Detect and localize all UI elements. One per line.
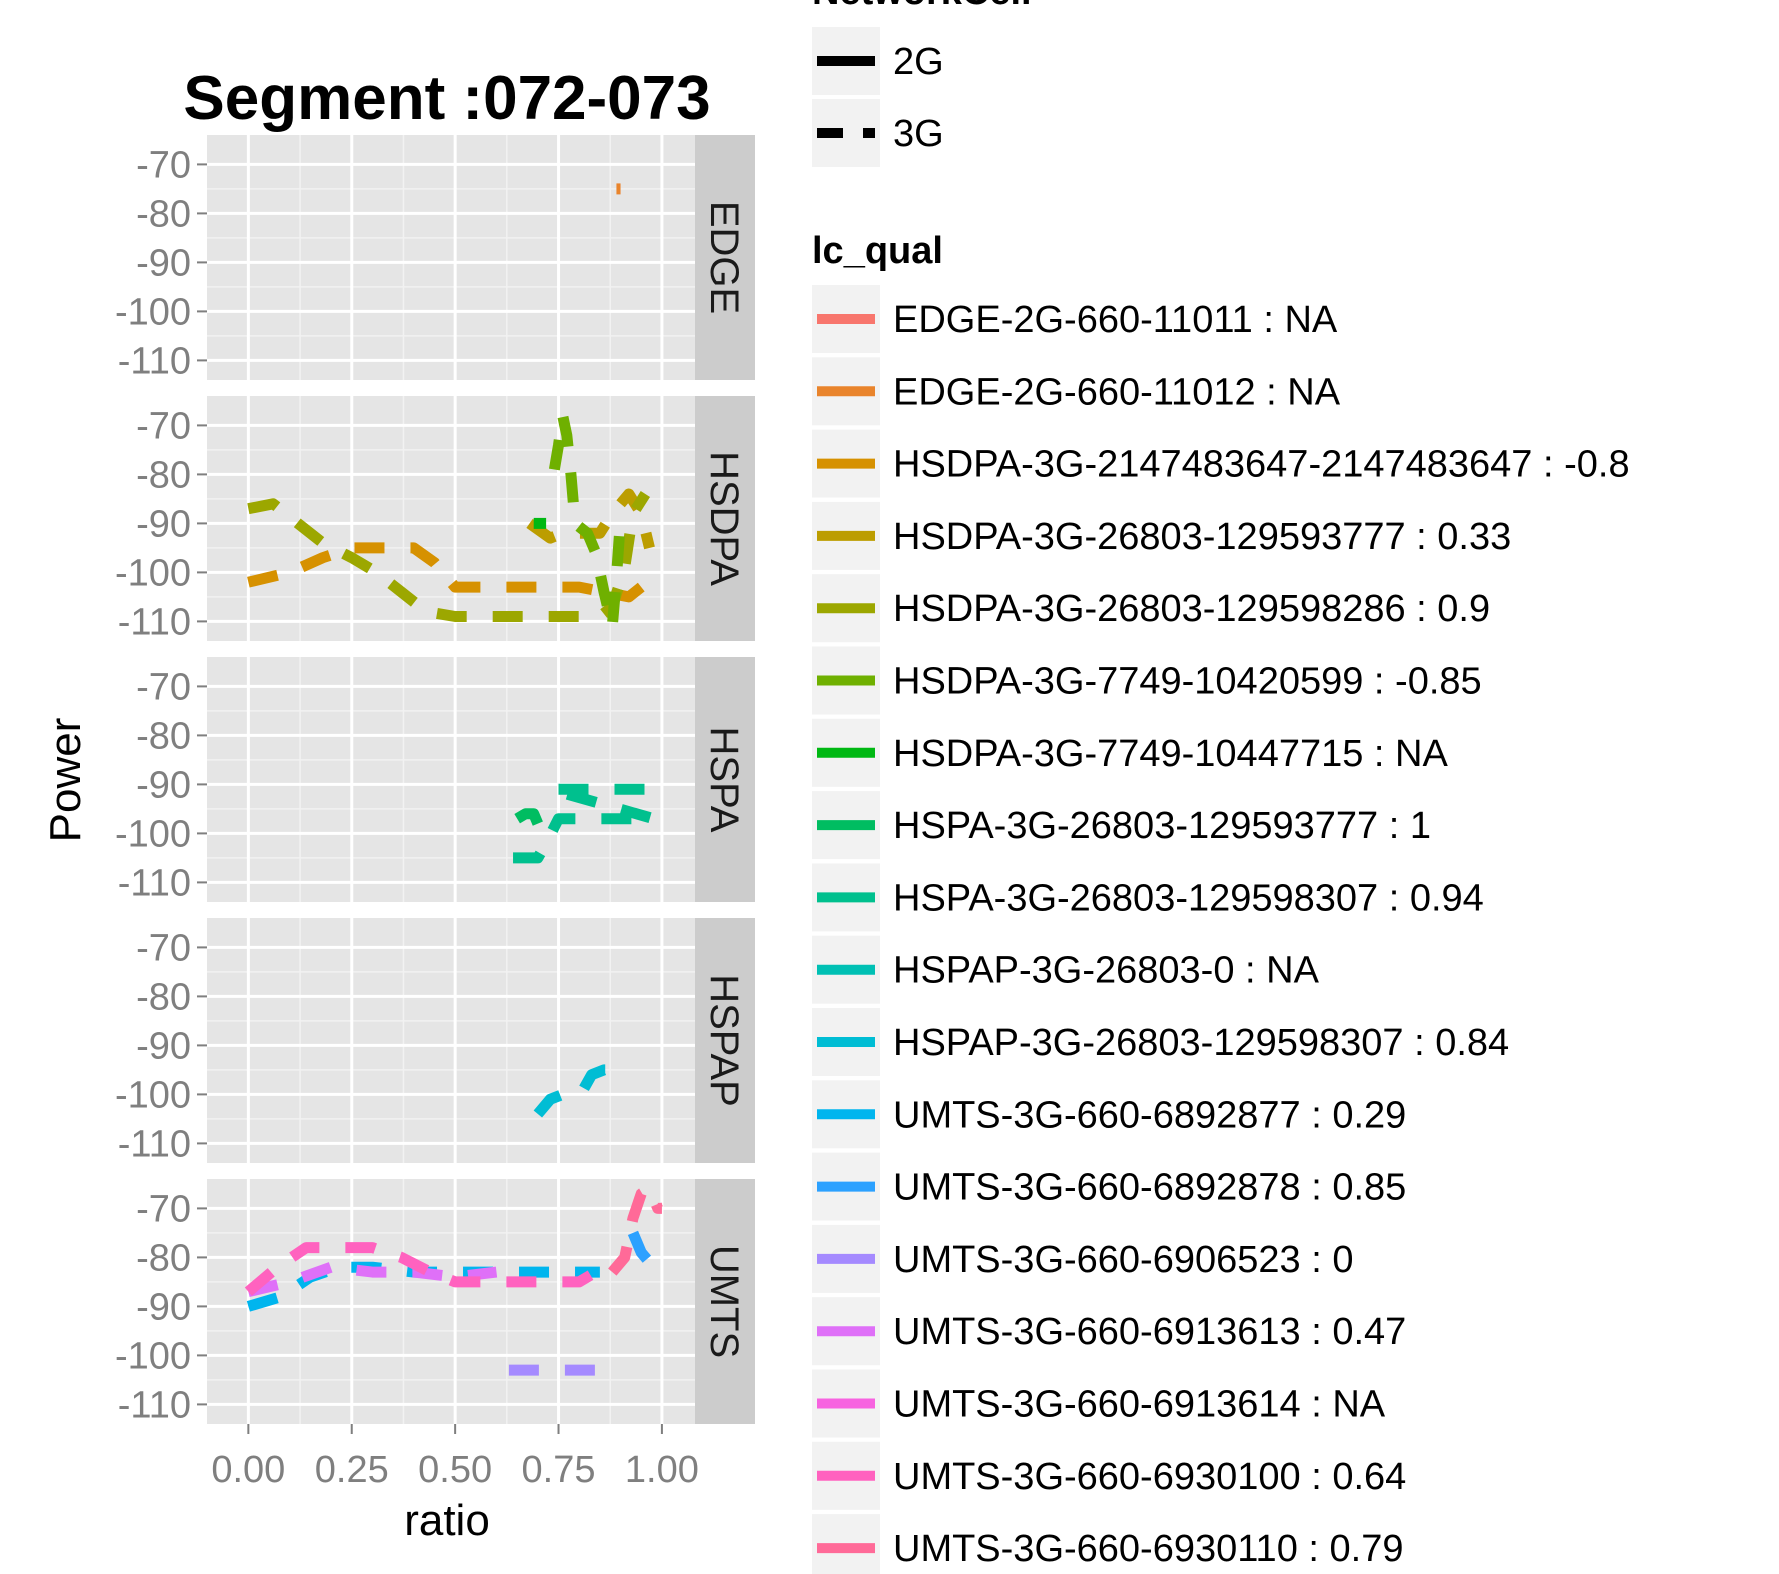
chart-title: Segment :072-073 [183,64,710,133]
y-tick-label: -70 [136,405,191,447]
y-tick-label: -90 [136,242,191,284]
y-tick-label: -80 [136,1237,191,1279]
y-tick-label: -100 [115,1335,191,1377]
facet-panel-hspap: -110 -100 -90 -80 -70 HSPAP [115,918,755,1165]
legend-label: UMTS-3G-660-6930110 : 0.79 [893,1528,1403,1570]
legend-label: EDGE-2G-660-11012 : NA [893,371,1341,413]
legend-label: 2G [893,41,944,83]
y-tick-label: -90 [136,503,191,545]
x-tick-label: 1.00 [625,1449,699,1491]
facet-strip-label: HSDPA [702,451,746,586]
facet-strip-label: UMTS [702,1245,746,1358]
y-tick-label: -80 [136,454,191,496]
legend-title-lc-qual: lc_qual [812,230,943,272]
legend-label: UMTS-3G-660-6930100 : 0.64 [893,1456,1406,1498]
y-tick-label: -70 [136,927,191,969]
y-tick-label: -100 [115,1074,191,1116]
panel-background [207,1179,695,1424]
y-tick-label: -70 [136,144,191,186]
legend-label: HSDPA-3G-26803-129598286 : 0.9 [893,588,1490,630]
y-tick-label: -100 [115,813,191,855]
y-tick-label: -110 [118,1123,191,1165]
panel-background [207,135,695,380]
legend-label: UMTS-3G-660-6913613 : 0.47 [893,1311,1406,1353]
facet-panel-umts: -110 -100 -90 -80 -70 UMTS [115,1179,755,1426]
facet-strip-label: HSPAP [702,974,746,1107]
facet-strip-label: EDGE [702,201,746,314]
legend-label: HSPA-3G-26803-129598307 : 0.94 [893,877,1484,919]
x-tick-label: 0.25 [315,1449,389,1491]
legend: NetworkCell 2G 3G lc_qual EDGE-2G-660-11011 … [812,0,1630,1574]
x-tick-label: 0.00 [211,1449,285,1491]
x-axis: 0.00 0.25 0.50 0.75 1.00 [211,1424,699,1491]
legend-label: HSPAP-3G-26803-129598307 : 0.84 [893,1022,1509,1064]
y-axis-title: Power [41,718,90,843]
y-tick-label: -70 [136,1188,191,1230]
y-tick-label: -90 [136,764,191,806]
facet-panel-hsdpa: -110 -100 -90 -80 -70 HSDPA [115,396,755,643]
facet-panel-edge: -110 -100 -90 -80 -70 EDGE [115,135,755,382]
facet-panels: -110 -100 -90 -80 -70 EDGE -110 -100 -90 -80 -70 HS… [115,135,755,1426]
legend-label: HSDPA-3G-26803-129593777 : 0.33 [893,516,1511,558]
y-tick-label: -70 [136,666,191,708]
legend-title-networkcell: NetworkCell [812,0,1032,13]
y-tick-label: -110 [118,601,191,643]
facet-panel-hspa: -110 -100 -90 -80 -70 HSPA [115,657,755,904]
y-tick-label: -80 [136,715,191,757]
x-tick-label: 0.75 [522,1449,596,1491]
y-tick-label: -80 [136,976,191,1018]
legend-label: UMTS-3G-660-6906523 : 0 [893,1239,1353,1281]
legend-label: HSDPA-3G-2147483647-2147483647 : -0.8 [893,444,1630,486]
legend-label: HSDPA-3G-7749-10447715 : NA [893,733,1448,775]
legend-label: UMTS-3G-660-6892878 : 0.85 [893,1167,1406,1209]
y-tick-label: -110 [118,1384,191,1426]
y-tick-label: -100 [115,552,191,594]
legend-label: 3G [893,113,944,155]
x-axis-title: ratio [404,1496,490,1545]
x-tick-label: 0.50 [418,1449,492,1491]
legend-label: HSPA-3G-26803-129593777 : 1 [893,805,1431,847]
legend-label: HSDPA-3G-7749-10420599 : -0.85 [893,661,1482,703]
legend-label: HSPAP-3G-26803-0 : NA [893,950,1320,992]
y-tick-label: -110 [118,340,191,382]
y-tick-label: -90 [136,1286,191,1328]
y-tick-label: -110 [118,862,191,904]
panel-background [207,396,695,641]
panel-background [207,657,695,902]
y-tick-label: -80 [136,193,191,235]
panel-background [207,918,695,1163]
facet-strip-label: HSPA [702,727,746,833]
y-tick-label: -90 [136,1025,191,1067]
legend-label: UMTS-3G-660-6913614 : NA [893,1384,1386,1426]
y-tick-label: -100 [115,291,191,333]
legend-label: UMTS-3G-660-6892877 : 0.29 [893,1094,1406,1136]
legend-label: EDGE-2G-660-11011 : NA [893,299,1338,341]
